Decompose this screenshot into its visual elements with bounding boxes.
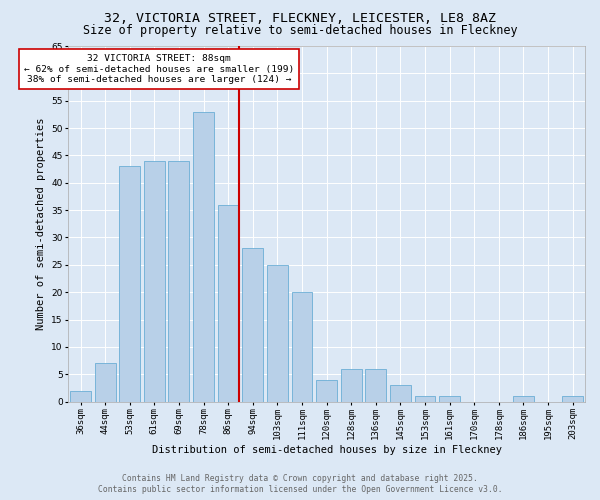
Bar [144, 161, 165, 402]
Bar [292, 292, 313, 402]
Bar [267, 265, 288, 402]
Bar [119, 166, 140, 402]
Text: 32, VICTORIA STREET, FLECKNEY, LEICESTER, LE8 8AZ: 32, VICTORIA STREET, FLECKNEY, LEICESTER… [104, 12, 496, 26]
Bar [169, 161, 190, 402]
Bar [365, 369, 386, 402]
Bar [242, 248, 263, 402]
Bar [316, 380, 337, 402]
Text: Size of property relative to semi-detached houses in Fleckney: Size of property relative to semi-detach… [83, 24, 517, 37]
Bar [513, 396, 534, 402]
Text: Contains HM Land Registry data © Crown copyright and database right 2025.
Contai: Contains HM Land Registry data © Crown c… [98, 474, 502, 494]
Bar [341, 369, 362, 402]
Y-axis label: Number of semi-detached properties: Number of semi-detached properties [35, 118, 46, 330]
X-axis label: Distribution of semi-detached houses by size in Fleckney: Distribution of semi-detached houses by … [152, 445, 502, 455]
Bar [439, 396, 460, 402]
Bar [415, 396, 436, 402]
Bar [193, 112, 214, 402]
Bar [70, 390, 91, 402]
Bar [218, 204, 239, 402]
Bar [562, 396, 583, 402]
Text: 32 VICTORIA STREET: 88sqm
← 62% of semi-detached houses are smaller (199)
38% of: 32 VICTORIA STREET: 88sqm ← 62% of semi-… [24, 54, 295, 84]
Bar [390, 385, 411, 402]
Bar [95, 364, 116, 402]
